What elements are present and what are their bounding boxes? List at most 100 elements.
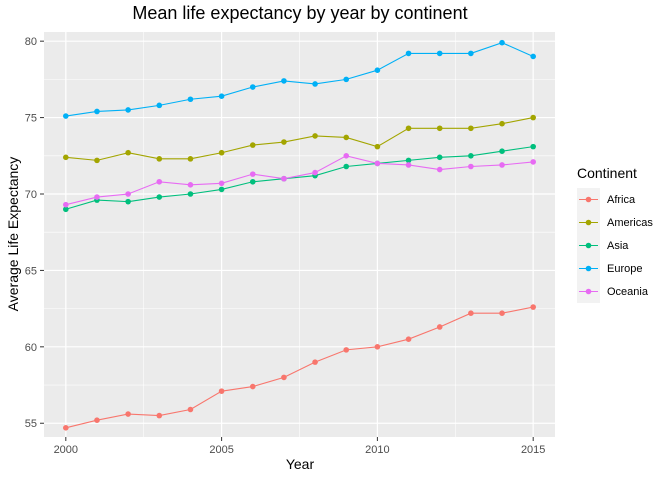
data-point-europe [218,93,225,99]
legend-item-europe: Europe [577,257,642,280]
data-point-americas [281,139,287,145]
data-point-africa [405,336,412,342]
data-point-africa [94,417,100,423]
legend-item-americas: Americas [577,211,653,234]
data-point-asia [499,148,505,155]
data-point-americas [436,125,443,132]
data-point-oceania [218,180,225,187]
data-point-oceania [436,166,443,173]
data-point-americas [374,143,381,150]
data-point-europe [436,50,443,57]
data-point-europe [405,50,412,57]
data-point-americas [343,134,350,141]
data-point-africa [343,347,350,353]
series-line-oceania [65,155,534,206]
series-line-americas [65,117,534,161]
x-tick-label: 2005 [209,444,233,456]
y-tick-label: 75 [25,113,37,125]
data-point-oceania [63,201,69,208]
data-point-africa [374,344,381,350]
legend: Continent Africa Americas Asia Europe Oceani… [577,165,653,303]
data-point-oceania [249,171,256,177]
series-line-asia [65,146,534,210]
data-point-europe [156,102,163,109]
data-point-asia [405,157,412,164]
data-point-americas [218,149,225,156]
data-point-africa [218,388,225,394]
data-point-oceania [312,169,318,176]
data-point-americas [156,156,163,162]
grid-lines [44,32,555,437]
data-point-europe [281,78,287,84]
legend-label-asia: Asia [607,240,629,252]
data-point-europe [187,96,194,103]
data-point-americas [249,142,256,148]
data-point-oceania [468,163,474,170]
x-tick-label: 2015 [521,444,545,456]
data-point-europe [94,108,100,115]
data-point-africa [312,359,318,365]
legend-label-oceania: Oceania [607,286,649,298]
y-axis-label: Average Life Expectancy [5,157,21,312]
legend-item-oceania: Oceania [577,280,649,303]
chart-title: Mean life expectancy by year by continen… [132,3,467,23]
data-point-oceania [187,182,194,188]
data-point-oceania [125,191,131,197]
data-point-africa [187,406,194,413]
data-point-asia [249,178,256,185]
data-point-oceania [530,159,536,165]
x-tick-label: 2010 [365,444,389,456]
data-point-oceania [281,175,287,182]
series-africa [63,304,536,431]
legend-key-point [585,196,592,203]
data-point-africa [249,383,256,390]
legend-title: Continent [577,165,637,181]
data-point-europe [499,39,505,46]
axes: 2000 2005 2010 2015 55 60 65 70 75 80 [25,36,546,456]
data-point-oceania [374,160,381,167]
data-point-asia [125,198,131,205]
data-point-europe [63,113,69,119]
data-point-oceania [405,162,412,168]
y-tick-label: 80 [25,36,37,48]
data-point-europe [312,81,318,87]
data-point-americas [499,120,505,127]
x-axis-label: Year [286,456,315,472]
data-point-americas [125,149,131,156]
legend-key-point [585,265,592,272]
data-point-asia [530,143,536,150]
data-point-africa [156,412,163,419]
legend-label-africa: Africa [607,194,636,206]
legend-item-asia: Asia [577,234,629,257]
y-tick-label: 55 [25,418,37,430]
legend-item-africa: Africa [577,188,636,211]
data-point-africa [499,310,505,317]
series-line-europe [65,42,534,117]
series-europe [63,39,536,119]
data-point-americas [530,114,536,121]
data-point-europe [374,67,381,74]
data-point-oceania [343,152,350,159]
data-point-asia [187,191,194,197]
x-tick-label: 2000 [54,444,78,456]
series-layer [63,39,536,431]
series-oceania [63,152,536,208]
legend-label-americas: Americas [607,217,653,229]
data-point-africa [436,324,443,330]
data-point-africa [281,374,287,381]
data-point-oceania [156,178,163,185]
data-point-europe [125,107,131,113]
data-point-africa [63,425,69,431]
data-point-europe [343,76,350,83]
legend-key-point [585,242,592,249]
data-point-asia [436,154,443,161]
y-tick-label: 60 [25,342,37,354]
y-tick-label: 70 [25,189,37,201]
data-point-oceania [94,194,100,200]
legend-label-europe: Europe [607,263,642,275]
y-tick-label: 65 [25,265,37,277]
legend-key-point [585,288,592,295]
data-point-oceania [499,162,505,168]
data-point-europe [468,50,474,57]
